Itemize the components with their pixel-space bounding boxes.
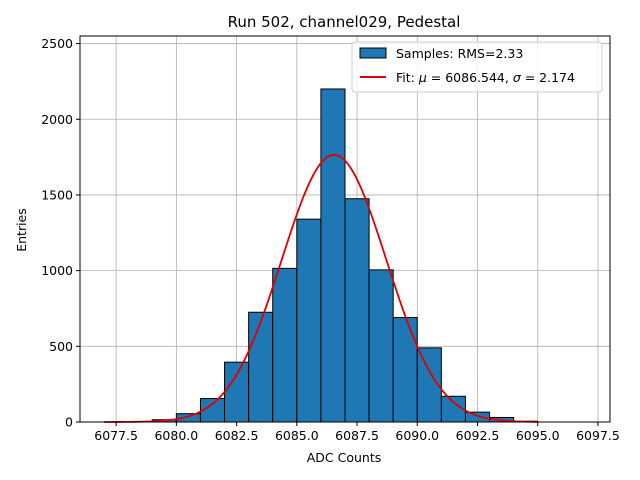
- x-tick-label: 6095.0: [516, 428, 560, 443]
- plot-area: 6077.5 6080.0 6082.5 6085.0 6087.5 6090.0 6092…: [41, 35, 620, 443]
- y-tick-label: 2500: [41, 36, 73, 51]
- x-tick-label: 6092.5: [456, 428, 500, 443]
- histogram-bar: [392, 317, 418, 423]
- legend: Samples: RMS=2.33 Fit: μ = 6086.544, σ =…: [351, 41, 603, 93]
- legend-fit-label: Fit: μ = 6086.544, σ = 2.174: [396, 70, 575, 85]
- histogram-bar: [248, 311, 274, 423]
- histogram-bar: [272, 267, 298, 423]
- y-tick-label: 1000: [41, 263, 73, 278]
- histogram-bar: [296, 218, 322, 423]
- y-tick-label: 0: [65, 415, 73, 430]
- x-tick-label: 6085.0: [275, 428, 319, 443]
- y-axis-label: Entries: [14, 208, 29, 252]
- legend-box: [351, 41, 603, 93]
- legend-fit-prefix: Fit:: [396, 70, 419, 85]
- legend-fit-mu-value: = 6086.544,: [427, 70, 513, 85]
- x-tick-label: 6090.0: [395, 428, 439, 443]
- y-tick-label: 2000: [41, 112, 73, 127]
- histogram-bar: [368, 269, 394, 423]
- x-tick-label: 6082.5: [215, 428, 259, 443]
- y-tick-label: 1500: [41, 187, 73, 202]
- legend-fit-mu-symbol: μ: [418, 70, 427, 85]
- legend-samples-label: Samples: RMS=2.33: [396, 46, 523, 61]
- x-axis-label: ADC Counts: [307, 450, 382, 465]
- histogram-bar: [464, 411, 491, 423]
- x-tick-label: 6080.0: [154, 428, 198, 443]
- x-tick-label: 6087.5: [335, 428, 379, 443]
- histogram-bar: [224, 361, 250, 423]
- legend-fit-sigma-value: = 2.174: [521, 70, 575, 85]
- axes-frame: [79, 35, 611, 423]
- x-tick-label: 6077.5: [94, 428, 138, 443]
- chart-title: Run 502, channel029, Pedestal: [228, 13, 461, 31]
- y-tick-label: 500: [49, 339, 73, 354]
- fit-curve: [104, 153, 538, 423]
- histogram-bar: [344, 198, 370, 423]
- legend-samples-swatch: [359, 47, 387, 59]
- legend-fit-sigma-symbol: σ: [513, 70, 522, 85]
- histogram-bar: [320, 88, 346, 423]
- x-tick-label: 6097.5: [576, 428, 620, 443]
